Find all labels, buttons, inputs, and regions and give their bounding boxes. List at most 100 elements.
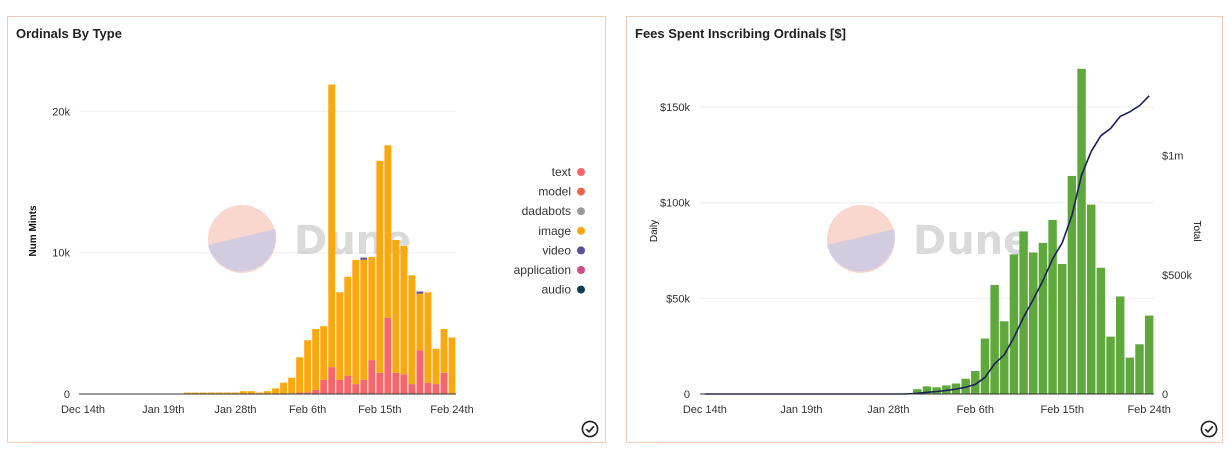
legend-swatch-video	[577, 246, 585, 255]
bar-daily	[1048, 219, 1057, 394]
bar-daily	[1067, 175, 1077, 394]
y-tick-label: $100k	[660, 198, 690, 210]
bar-daily	[913, 389, 922, 394]
ordinals-by-type-chart: 0 10k 20k Dune Dec 14th Jan 19th Jan 28th Feb 6…	[28, 84, 585, 416]
bar-text	[296, 392, 303, 394]
bar-text	[368, 360, 376, 394]
bar-image	[223, 392, 231, 394]
bar-daily	[1115, 296, 1125, 394]
y2-tick-label: 0	[1162, 389, 1168, 401]
bar-image	[191, 392, 199, 394]
bar-image	[272, 388, 279, 394]
bar-image	[440, 329, 448, 373]
y-tick-label: 0	[684, 389, 690, 401]
bar-image	[336, 292, 344, 380]
bar-video	[416, 291, 424, 294]
bar-text	[416, 350, 424, 394]
legend-swatch-model	[577, 187, 585, 196]
bar-daily	[1096, 267, 1106, 394]
watermark-text: Dune	[294, 218, 411, 264]
bar-image	[400, 245, 408, 375]
bar-daily	[1019, 231, 1028, 394]
bar-image	[288, 377, 295, 394]
check-circle-icon[interactable]	[1200, 420, 1218, 438]
bar-image	[376, 160, 384, 373]
bar-image	[344, 276, 352, 376]
x-tick-label: Jan 19th	[142, 404, 184, 416]
x-tick-label: Feb 15th	[1041, 404, 1084, 416]
bar-daily	[1038, 242, 1048, 394]
bar-image	[368, 256, 376, 361]
bar-image	[384, 145, 392, 318]
panel-title: Fees Spent Inscribing Ordinals [$]	[635, 26, 846, 41]
bar-image	[183, 392, 191, 394]
bar-daily	[1086, 204, 1096, 394]
bar-daily	[1135, 344, 1144, 394]
x-tick-label: Feb 6th	[289, 404, 326, 416]
x-tick-label: Feb 24th	[430, 404, 473, 416]
panel-title: Ordinals By Type	[16, 26, 122, 41]
y-tick-label: 20k	[52, 106, 70, 118]
bar-image	[312, 329, 320, 390]
legend-swatch-text	[577, 168, 585, 176]
bar-image	[304, 340, 312, 393]
bar-daily	[1125, 357, 1135, 394]
bar-image	[215, 392, 223, 394]
fees-spent-panel: Fees Spent Inscribing Ordinals [$] 0 $50k…	[626, 16, 1223, 443]
y-tick-label: 0	[64, 389, 70, 401]
bar-text	[344, 375, 352, 394]
bar-image	[199, 392, 207, 394]
bar-image	[352, 259, 360, 385]
bar-image	[416, 293, 424, 351]
bar-image	[280, 382, 287, 394]
legend-label-text: text	[552, 165, 572, 179]
y-axis-title: Daily	[649, 220, 660, 242]
legend-swatch-image	[577, 226, 585, 235]
bar-image	[448, 337, 456, 394]
bar-image	[432, 348, 440, 385]
bar-daily	[1058, 263, 1067, 394]
y2-tick-label: $1m	[1162, 151, 1183, 163]
x-tick-label: Dec 14th	[61, 404, 105, 416]
bar-text	[352, 384, 360, 394]
legend-label-image: image	[538, 224, 571, 238]
bar-text	[432, 384, 440, 394]
bar-image	[207, 392, 215, 394]
legend-label-model: model	[538, 185, 571, 199]
bar-text	[440, 372, 448, 394]
bar-text	[328, 367, 336, 394]
bar-text	[384, 317, 392, 394]
x-tick-label: Jan 28th	[867, 404, 909, 416]
bar-text	[424, 382, 432, 394]
legend-swatch-dadabots	[577, 207, 585, 216]
y-tick-label: 10k	[52, 248, 70, 260]
bar-video	[360, 257, 368, 260]
bar-image	[320, 326, 328, 380]
bar-daily	[1029, 252, 1038, 394]
x-tick-label: Dec 14th	[683, 404, 727, 416]
x-tick-label: Jan 28th	[214, 404, 256, 416]
bar-daily	[932, 387, 941, 394]
bar-image	[256, 392, 263, 394]
bar-daily	[1106, 336, 1115, 394]
bar-image	[328, 84, 336, 368]
y-tick-label: $150k	[660, 102, 690, 114]
check-circle-icon[interactable]	[581, 420, 599, 438]
y-tick-label: $50k	[666, 293, 690, 305]
x-tick-label: Jan 19th	[780, 404, 822, 416]
legend-label-audio: audio	[542, 283, 572, 297]
bar-daily	[1009, 254, 1019, 394]
bar-text	[376, 372, 384, 394]
y-axis-title: Num Mints	[28, 205, 39, 257]
bar-image	[424, 292, 432, 383]
bar-image	[232, 392, 239, 394]
dune-logo-icon	[827, 205, 895, 273]
bar-text	[400, 374, 408, 394]
bar-daily	[922, 386, 932, 394]
bar-text	[392, 372, 400, 394]
watermark-shade	[208, 229, 276, 272]
dune-logo-icon	[208, 205, 276, 273]
legend-label-dadabots: dadabots	[522, 204, 571, 218]
bar-text	[320, 379, 328, 394]
